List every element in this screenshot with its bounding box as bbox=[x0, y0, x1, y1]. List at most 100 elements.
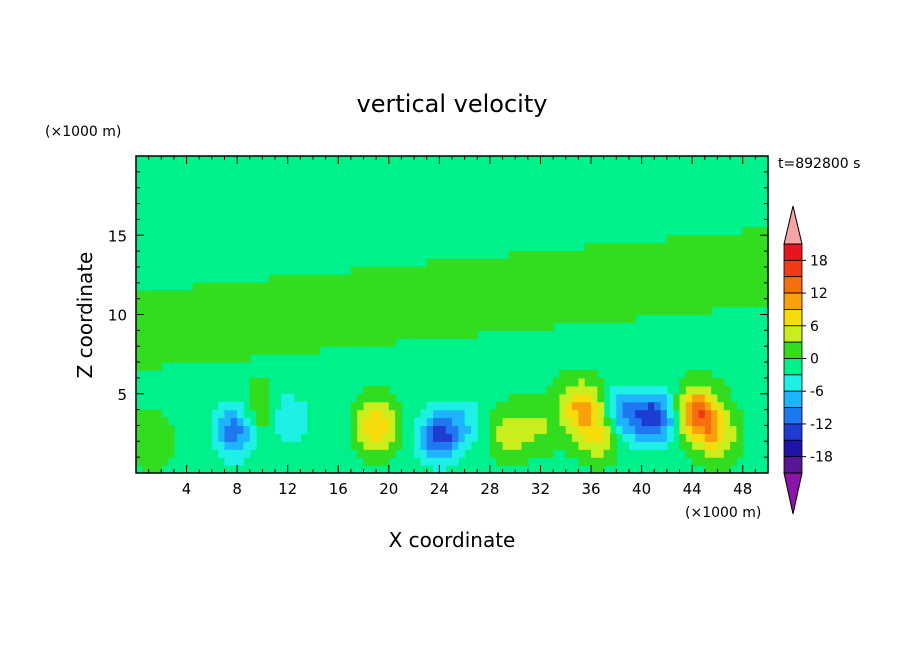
field-cell bbox=[534, 401, 542, 411]
field-cell bbox=[439, 465, 447, 474]
field-cell bbox=[534, 251, 542, 260]
field-cell bbox=[616, 314, 624, 324]
colorbar-tick-label: 18 bbox=[810, 253, 828, 269]
field-cell bbox=[679, 401, 687, 411]
field-cell bbox=[420, 266, 428, 276]
field-cell bbox=[452, 314, 459, 324]
field-cell bbox=[717, 290, 725, 300]
field-cell bbox=[325, 274, 333, 284]
field-cell bbox=[382, 385, 390, 395]
field-cell bbox=[338, 290, 346, 300]
field-cell bbox=[736, 417, 744, 427]
field-cell bbox=[458, 441, 466, 450]
field-cell bbox=[363, 338, 371, 347]
field-cell bbox=[654, 282, 662, 292]
field-cell bbox=[717, 449, 725, 458]
field-cell bbox=[470, 433, 478, 442]
field-cell bbox=[597, 306, 605, 316]
field-cell bbox=[205, 330, 213, 339]
colorbar-level bbox=[783, 374, 803, 392]
field-cell bbox=[742, 266, 750, 276]
field-cell bbox=[502, 441, 510, 450]
field-cell bbox=[243, 338, 251, 347]
field-cell bbox=[275, 306, 282, 316]
field-cell bbox=[578, 425, 586, 434]
field-cell bbox=[350, 338, 358, 347]
field-cell bbox=[736, 235, 744, 244]
field-cell bbox=[439, 417, 447, 427]
field-cell bbox=[331, 322, 339, 331]
field-cell bbox=[268, 346, 276, 355]
field-cell bbox=[464, 290, 472, 300]
field-cell bbox=[319, 298, 327, 308]
field-cell bbox=[534, 417, 542, 427]
field-cell bbox=[666, 259, 674, 268]
field-cell bbox=[218, 354, 226, 363]
field-cell bbox=[414, 274, 421, 284]
field-cell bbox=[445, 433, 453, 442]
field-cell bbox=[249, 290, 257, 300]
field-cell bbox=[610, 314, 617, 324]
field-cell bbox=[395, 330, 403, 339]
field-cell bbox=[521, 393, 529, 403]
field-cell bbox=[439, 433, 447, 442]
field-cell bbox=[218, 330, 226, 339]
field-cell bbox=[395, 274, 403, 284]
field-cell bbox=[211, 433, 219, 442]
field-cell bbox=[559, 290, 567, 300]
field-cell bbox=[414, 425, 421, 434]
field-cell bbox=[388, 322, 396, 331]
field-cell bbox=[723, 433, 731, 442]
field-cell bbox=[553, 385, 561, 395]
field-cell bbox=[622, 385, 630, 395]
field-cell bbox=[711, 465, 719, 474]
field-cell bbox=[515, 282, 523, 292]
field-cell bbox=[224, 346, 232, 355]
field-cell bbox=[407, 306, 415, 316]
field-cell bbox=[136, 290, 143, 300]
field-cell bbox=[692, 409, 700, 419]
field-cell bbox=[508, 322, 516, 331]
field-cell bbox=[723, 259, 731, 268]
field-cell bbox=[635, 251, 643, 260]
field-cell bbox=[382, 266, 390, 276]
field-cell bbox=[591, 306, 598, 316]
field-cell bbox=[584, 243, 592, 252]
field-cell bbox=[591, 433, 598, 442]
field-cell bbox=[660, 306, 668, 316]
field-cell bbox=[294, 290, 301, 300]
field-cell bbox=[357, 298, 365, 308]
field-cell bbox=[540, 314, 548, 324]
field-cell bbox=[369, 282, 377, 292]
field-cell bbox=[673, 243, 681, 252]
field-cell bbox=[199, 322, 207, 331]
field-cell bbox=[761, 235, 769, 244]
field-cell bbox=[540, 298, 548, 308]
field-cell bbox=[306, 290, 314, 300]
field-cell bbox=[319, 282, 327, 292]
field-cell bbox=[578, 441, 586, 450]
field-cell bbox=[698, 385, 706, 395]
field-cell bbox=[243, 449, 251, 458]
field-cell bbox=[388, 441, 396, 450]
field-cell bbox=[508, 314, 516, 324]
field-cell bbox=[496, 274, 504, 284]
field-cell bbox=[256, 385, 263, 395]
field-cell bbox=[749, 298, 756, 308]
field-cell bbox=[363, 441, 371, 450]
field-cell bbox=[382, 282, 390, 292]
field-cell bbox=[464, 322, 472, 331]
field-cell bbox=[723, 393, 731, 403]
field-cell bbox=[540, 449, 548, 458]
field-cell bbox=[565, 377, 573, 387]
colorbar-over-arrow bbox=[783, 205, 803, 245]
field-cell bbox=[338, 282, 346, 292]
field-cell bbox=[458, 330, 466, 339]
field-cell bbox=[521, 266, 529, 276]
field-cell bbox=[357, 330, 365, 339]
field-cell bbox=[711, 243, 719, 252]
field-cell bbox=[167, 298, 175, 308]
field-cell bbox=[565, 393, 573, 403]
field-cell bbox=[445, 266, 453, 276]
field-cell bbox=[325, 338, 333, 347]
